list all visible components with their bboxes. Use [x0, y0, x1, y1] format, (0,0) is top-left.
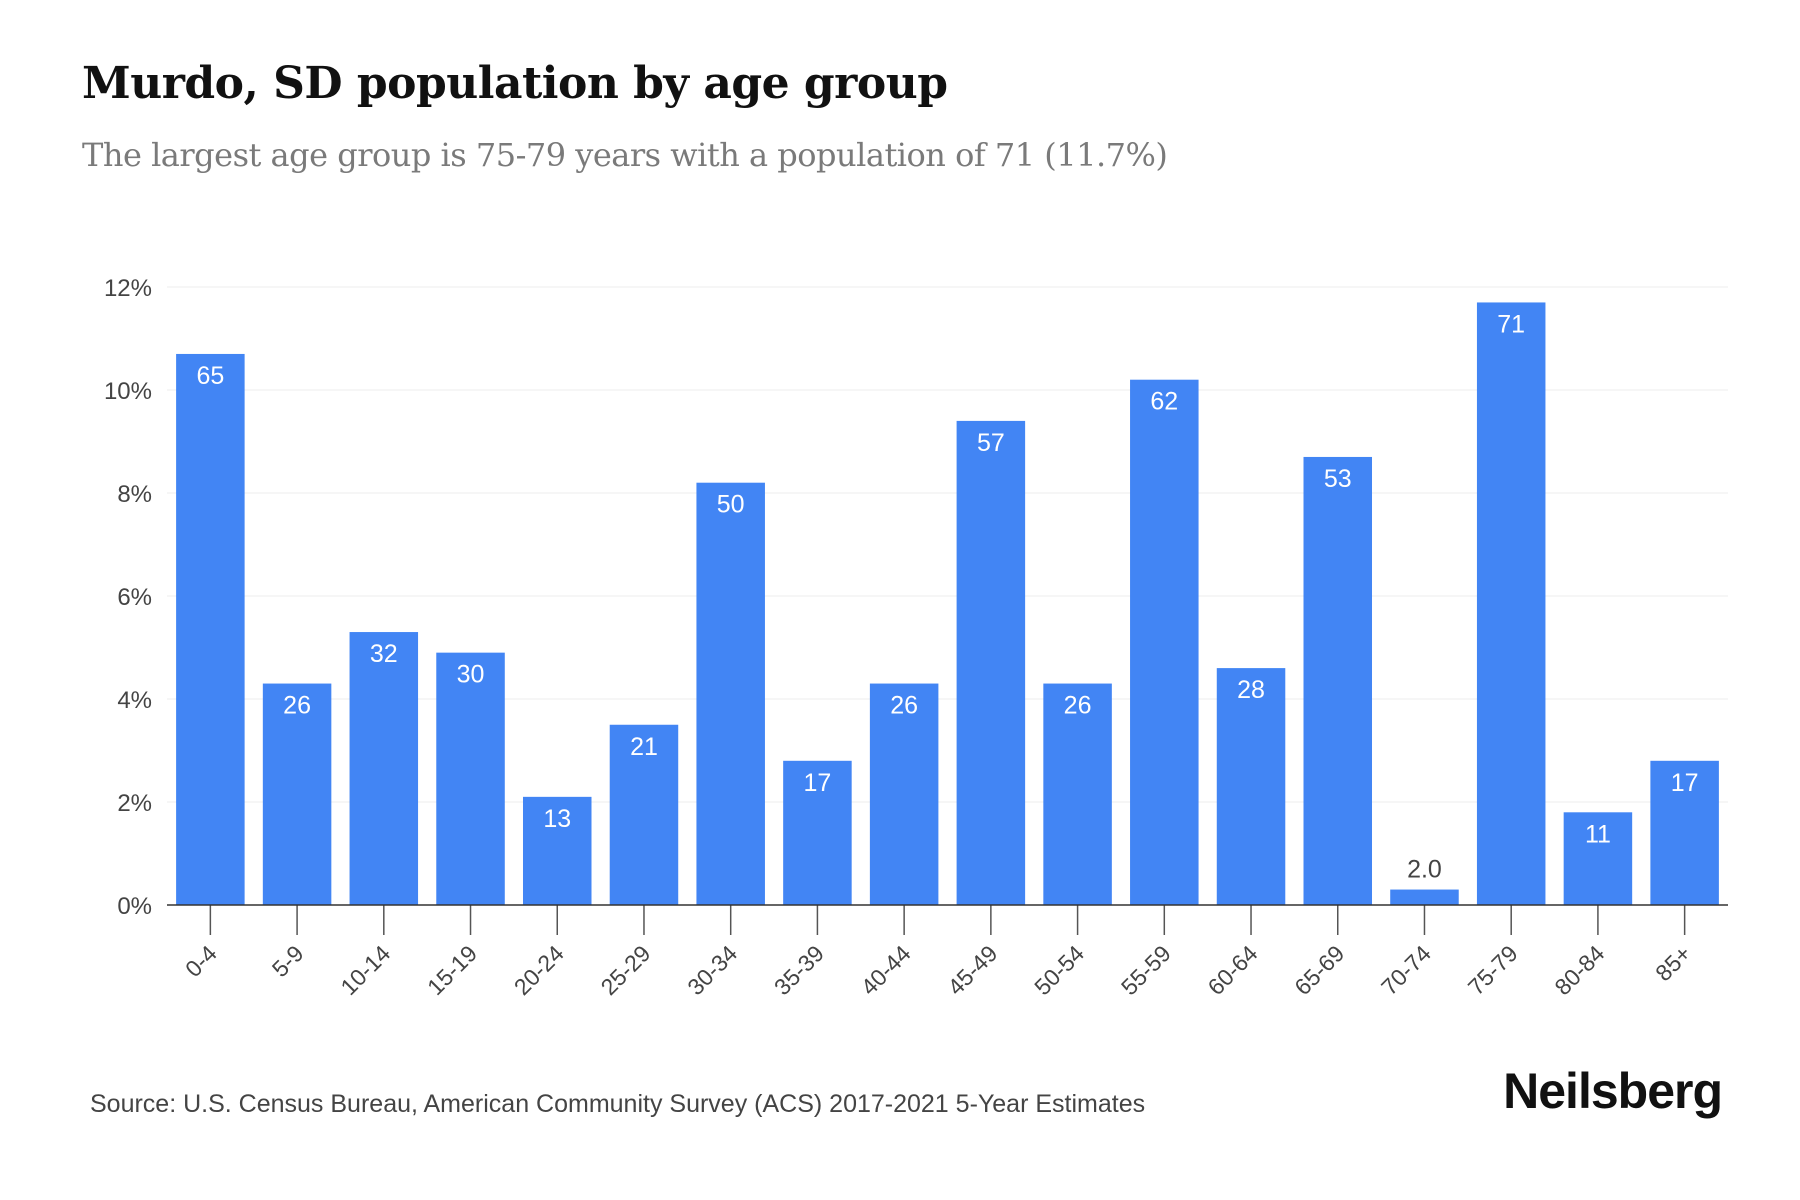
- data-label: 21: [630, 733, 658, 761]
- y-axis-ticks: 0% 2% 4% 6% 8% 10% 12%: [104, 275, 152, 920]
- bar-0-4: [176, 353, 245, 905]
- data-label: 2.0: [1407, 856, 1442, 884]
- bar-5-9: [262, 683, 332, 905]
- data-label: 17: [1671, 769, 1699, 797]
- y-tick-label: 10%: [104, 378, 152, 405]
- bar-35-39: [783, 760, 852, 905]
- bar-15-19: [436, 652, 505, 905]
- x-tick-label: 5-9: [267, 940, 309, 982]
- data-label: 53: [1324, 465, 1352, 493]
- data-label: 26: [1064, 692, 1092, 720]
- y-tick-label: 8%: [117, 481, 152, 508]
- x-axis: 0-4 5-9 10-14 15-19 20-24 25-29 30-34 35-39 40-4…: [167, 904, 1728, 1000]
- x-tick-label: 40-44: [856, 940, 916, 1000]
- y-tick-label: 2%: [117, 790, 152, 817]
- bar-45-49: [956, 420, 1026, 905]
- bar-40-44: [869, 683, 939, 905]
- x-tick-label: 15-19: [422, 940, 482, 1000]
- data-label: 28: [1237, 676, 1265, 704]
- bar-10-14: [349, 632, 419, 905]
- data-labels: 65 26 32 30 13 21 50 17 26 57 26 62 28 53 2.0 71 11 17: [196, 310, 1698, 883]
- bar-20-24: [522, 796, 592, 905]
- data-label: 62: [1150, 388, 1178, 416]
- data-label: 65: [196, 362, 224, 390]
- x-tick-label: 10-14: [335, 940, 395, 1000]
- y-tick-label: 6%: [117, 584, 152, 611]
- x-tick-label: 85+: [1650, 940, 1696, 986]
- bar-70-74: [1390, 889, 1459, 905]
- data-label: 17: [804, 769, 832, 797]
- source-note: Source: U.S. Census Bureau, American Com…: [90, 1090, 1146, 1118]
- y-tick-label: 4%: [117, 687, 152, 714]
- data-label: 26: [890, 692, 918, 720]
- bar-60-64: [1216, 668, 1286, 905]
- bar-65-69: [1303, 456, 1373, 905]
- x-tick-label: 55-59: [1116, 940, 1176, 1000]
- data-label: 26: [283, 692, 311, 720]
- bar-80-84: [1563, 812, 1633, 905]
- bar-75-79: [1476, 302, 1546, 905]
- brand-logo: Neilsberg: [1503, 1063, 1723, 1119]
- data-label: 30: [457, 661, 485, 689]
- chart-title: Murdo, SD population by age group: [82, 58, 948, 109]
- data-label: 71: [1497, 310, 1525, 338]
- gridlines: [167, 286, 1728, 803]
- data-label: 57: [977, 429, 1005, 457]
- x-tick-label: 65-69: [1289, 940, 1349, 1000]
- bar-50-54: [1043, 683, 1112, 905]
- chart-subtitle: The largest age group is 75-79 years wit…: [82, 136, 1168, 174]
- y-tick-label: 0%: [117, 893, 152, 920]
- x-tick-label: 0-4: [180, 940, 222, 982]
- x-tick-label: 50-54: [1029, 940, 1089, 1000]
- bars: [176, 302, 1719, 905]
- bar-25-29: [609, 724, 679, 905]
- x-tick-label: 70-74: [1376, 940, 1436, 1000]
- x-tick-label: 75-79: [1463, 940, 1523, 1000]
- bar-30-34: [696, 482, 765, 905]
- x-tick-label: 25-29: [596, 940, 656, 1000]
- x-tick-label: 80-84: [1549, 940, 1609, 1000]
- bar-55-59: [1130, 379, 1199, 905]
- bar-chart: 0%2%4%6%8%10%12% 65263230132150172657266…: [104, 275, 1728, 1000]
- data-label: 50: [717, 491, 745, 519]
- data-label: 11: [1585, 820, 1611, 848]
- x-tick-label: 60-64: [1203, 940, 1263, 1000]
- y-tick-label: 12%: [104, 275, 152, 302]
- x-tick-label: 35-39: [769, 940, 829, 1000]
- x-tick-label: 30-34: [682, 940, 742, 1000]
- x-tick-label: 20-24: [509, 940, 569, 1000]
- x-tick-label: 45-49: [942, 940, 1002, 1000]
- data-label: 32: [370, 640, 398, 668]
- bar-85+: [1650, 760, 1719, 905]
- data-label: 13: [543, 805, 571, 833]
